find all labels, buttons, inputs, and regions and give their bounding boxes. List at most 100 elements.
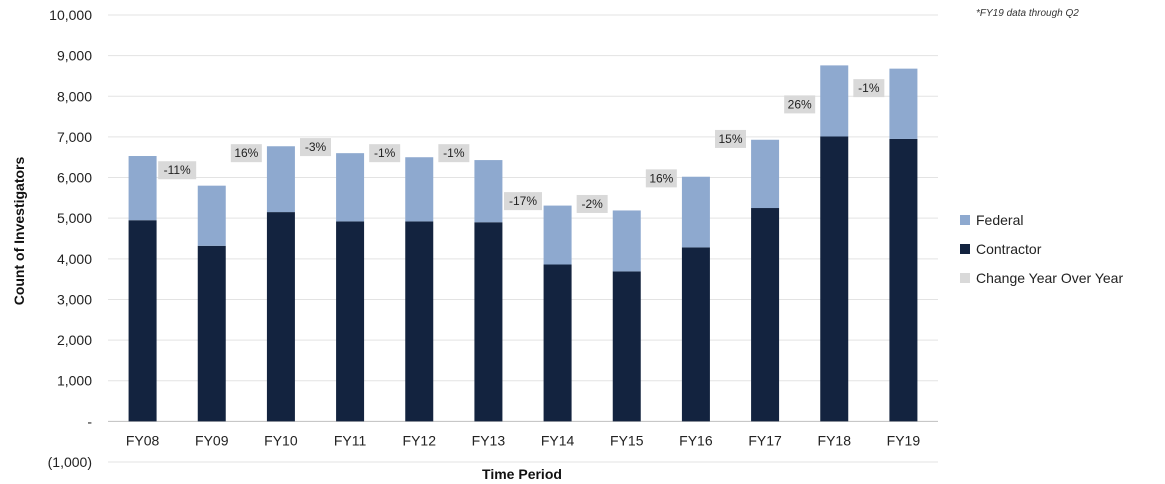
y-tick-label: 7,000 xyxy=(57,129,92,145)
change-label: -3% xyxy=(300,138,331,157)
bar-federal xyxy=(820,65,849,137)
x-tick-label: FY17 xyxy=(748,432,782,448)
change-label-text: 15% xyxy=(718,132,742,146)
x-tick-label: FY12 xyxy=(403,432,437,448)
y-tick-label: 10,000 xyxy=(49,7,92,23)
y-tick-label: 8,000 xyxy=(57,88,92,104)
change-label-text: 16% xyxy=(234,146,258,160)
bar-contractor xyxy=(820,136,849,422)
bar-federal xyxy=(405,157,434,222)
legend-swatch-change xyxy=(960,273,970,283)
bar-contractor xyxy=(266,212,295,422)
change-label-text: 26% xyxy=(788,97,812,111)
change-label: 16% xyxy=(645,169,677,188)
change-labels: -11% 16% -3% -1% -1% -17% -2% 16% 15% 26% -1% xyxy=(158,79,885,213)
y-tick-label: - xyxy=(87,413,92,429)
gridlines xyxy=(108,14,938,463)
x-axis-ticks: FY08 FY09 FY10 FY11 FY12 FY13 FY14 FY15 FY16 FY17… xyxy=(126,432,921,448)
change-label-text: -1% xyxy=(374,146,396,160)
x-tick-label: FY10 xyxy=(264,432,298,448)
change-label: -2% xyxy=(576,194,608,213)
bar-federal xyxy=(128,156,157,221)
change-label-box xyxy=(369,144,401,163)
change-label-box xyxy=(158,161,197,180)
change-label-box xyxy=(784,95,816,114)
bar-federal xyxy=(474,160,503,223)
change-label: -17% xyxy=(504,192,542,211)
legend-swatch-federal xyxy=(960,215,970,225)
bar-contractor xyxy=(751,208,780,422)
bar-federal xyxy=(889,68,918,139)
change-label: -1% xyxy=(438,144,470,163)
legend-label-change: Change Year Over Year xyxy=(976,270,1124,286)
x-tick-label: FY08 xyxy=(126,432,160,448)
change-label-box xyxy=(853,79,885,98)
change-label: -1% xyxy=(369,144,401,163)
change-label: 26% xyxy=(784,95,816,114)
y-axis-ticks: (1,000) - 1,000 2,000 3,000 4,000 5,000 6,000 7,… xyxy=(48,7,93,470)
bar-federal xyxy=(543,205,572,265)
bar-contractor xyxy=(128,220,157,422)
change-label-box xyxy=(230,144,262,163)
x-tick-label: FY14 xyxy=(541,432,575,448)
change-label: 15% xyxy=(715,129,746,148)
change-label-box xyxy=(300,138,331,157)
legend-item-contractor: Contractor xyxy=(960,239,1123,259)
bar-contractor xyxy=(681,247,710,422)
change-label-text: -1% xyxy=(443,146,465,160)
change-label: -11% xyxy=(158,161,197,180)
x-tick-label: FY11 xyxy=(334,432,367,448)
change-label-text: -3% xyxy=(305,140,327,154)
legend: Federal Contractor Change Year Over Year xyxy=(960,210,1123,297)
y-tick-label: 9,000 xyxy=(57,48,92,64)
bar-contractor xyxy=(612,271,641,422)
y-tick-label: 5,000 xyxy=(57,210,92,226)
legend-swatch-contractor xyxy=(960,244,970,254)
change-label-text: 16% xyxy=(649,171,673,185)
y-axis-title: Count of Investigators xyxy=(11,157,27,306)
x-tick-label: FY16 xyxy=(679,432,713,448)
y-tick-label: 3,000 xyxy=(57,291,92,307)
change-label-box xyxy=(438,144,470,163)
bar-contractor xyxy=(405,221,434,422)
y-tick-label: 1,000 xyxy=(57,373,92,389)
legend-label-contractor: Contractor xyxy=(976,241,1042,257)
bar-federal xyxy=(612,210,641,272)
y-tick-label: 6,000 xyxy=(57,170,92,186)
x-axis-title: Time Period xyxy=(482,466,562,482)
bar-contractor xyxy=(543,264,572,422)
bar-federal xyxy=(681,176,710,248)
bar-contractor xyxy=(336,221,365,422)
change-label-text: -2% xyxy=(581,197,603,211)
change-label-box xyxy=(715,129,746,148)
change-label: 16% xyxy=(230,144,262,163)
x-tick-label: FY18 xyxy=(818,432,852,448)
bar-federal xyxy=(336,153,365,222)
change-label-box xyxy=(576,194,608,213)
legend-item-federal: Federal xyxy=(960,210,1123,230)
bars xyxy=(128,65,918,422)
y-tick-label: (1,000) xyxy=(48,454,92,470)
x-tick-label: FY13 xyxy=(472,432,506,448)
y-tick-label: 2,000 xyxy=(57,332,92,348)
footnote: *FY19 data through Q2 xyxy=(976,8,1079,19)
change-label-text: -17% xyxy=(509,194,537,208)
change-label: -1% xyxy=(853,79,885,98)
bar-contractor xyxy=(474,222,503,422)
x-tick-label: FY15 xyxy=(610,432,644,448)
bar-contractor xyxy=(889,138,918,422)
change-label-box xyxy=(504,192,542,211)
change-label-box xyxy=(645,169,677,188)
x-tick-label: FY19 xyxy=(887,432,921,448)
bar-federal xyxy=(751,139,780,209)
change-label-text: -11% xyxy=(164,163,191,177)
y-tick-label: 4,000 xyxy=(57,251,92,267)
bar-contractor xyxy=(197,245,226,422)
legend-item-change: Change Year Over Year xyxy=(960,268,1123,288)
bar-federal xyxy=(266,146,295,213)
x-tick-label: FY09 xyxy=(195,432,229,448)
legend-label-federal: Federal xyxy=(976,212,1024,228)
change-label-text: -1% xyxy=(858,81,880,95)
bar-federal xyxy=(197,185,226,246)
